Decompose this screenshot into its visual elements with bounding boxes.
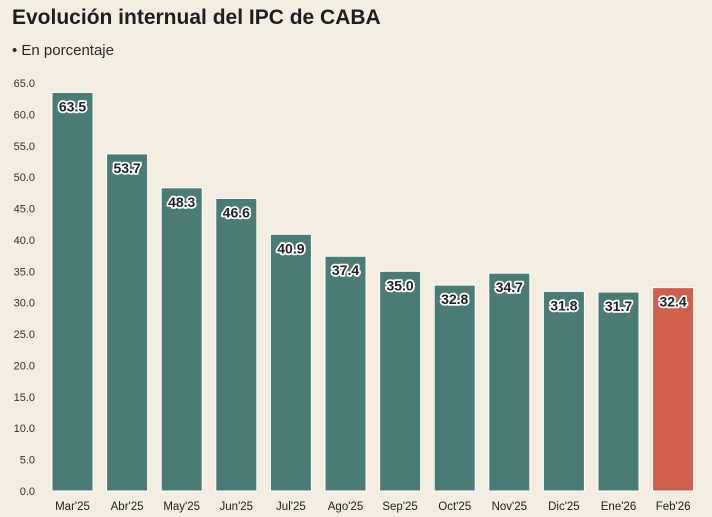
bar — [379, 270, 422, 492]
y-tick-label: 55.0 — [14, 141, 35, 153]
bar — [597, 291, 640, 492]
x-tick-label: Abr'25 — [111, 501, 144, 513]
x-tick-label: Ago'25 — [328, 501, 363, 513]
bar — [652, 287, 695, 492]
y-tick-label: 65.0 — [14, 78, 35, 90]
data-label: 63.5 — [59, 98, 86, 114]
data-label: 31.7 — [605, 298, 632, 314]
bar — [106, 153, 149, 492]
bar — [324, 255, 367, 492]
x-tick-label: Ene'26 — [601, 501, 636, 513]
data-label: 40.9 — [277, 240, 304, 256]
bar — [269, 233, 312, 492]
y-tick-label: 40.0 — [14, 235, 35, 247]
data-labels: 63.5 53.7 48.3 46.6 40.9 37.4 35.0 32.8 34.7 31.8… — [57, 97, 689, 316]
data-label: 37.4 — [332, 262, 359, 278]
chart-subtitle: • En porcentaje — [12, 42, 114, 59]
y-tick-label: 15.0 — [14, 392, 35, 404]
y-tick-label: 20.0 — [14, 360, 35, 372]
x-tick-label: Nov'25 — [492, 501, 527, 513]
y-tick-label: 60.0 — [14, 109, 35, 121]
y-tick-label: 5.0 — [20, 455, 35, 467]
bars — [51, 91, 695, 492]
x-tick-label: Jul'25 — [276, 501, 306, 513]
x-tick-label: Feb'26 — [656, 501, 691, 513]
data-label: 53.7 — [113, 160, 140, 176]
data-label: 46.6 — [223, 204, 250, 220]
data-label: 32.8 — [441, 291, 468, 307]
data-label: 48.3 — [168, 194, 195, 210]
bar — [215, 197, 258, 492]
x-tick-label: Mar'25 — [55, 501, 90, 513]
bar — [160, 187, 203, 492]
bar — [51, 91, 94, 492]
bar — [488, 272, 531, 492]
y-tick-label: 35.0 — [14, 266, 35, 278]
bar — [433, 284, 476, 492]
y-tick-label: 45.0 — [14, 204, 35, 216]
chart-title: Evolución internual del IPC de CABA — [12, 6, 381, 29]
y-tick-label: 50.0 — [14, 172, 35, 184]
bar — [542, 290, 585, 492]
data-label: 35.0 — [386, 277, 413, 293]
x-tick-label: Jun'25 — [220, 501, 254, 513]
data-label: 34.7 — [496, 279, 523, 295]
y-tick-label: 0.0 — [20, 486, 35, 498]
y-tick-label: 25.0 — [14, 329, 35, 341]
x-axis: Mar'25 Abr'25 May'25 Jun'25 Jul'25 Ago'25 Sep'… — [55, 501, 690, 513]
x-tick-label: Sep'25 — [382, 501, 417, 513]
x-tick-label: Dic'25 — [548, 501, 580, 513]
x-tick-label: Oct'25 — [438, 501, 471, 513]
y-tick-label: 10.0 — [14, 423, 35, 435]
y-tick-label: 30.0 — [14, 298, 35, 310]
y-axis: 0.0 5.0 10.0 15.0 20.0 25.0 30.0 35.0 40.0 45.0 50… — [14, 78, 35, 498]
data-label: 32.4 — [659, 294, 686, 310]
x-tick-label: May'25 — [163, 501, 200, 513]
data-label: 31.8 — [550, 297, 577, 313]
